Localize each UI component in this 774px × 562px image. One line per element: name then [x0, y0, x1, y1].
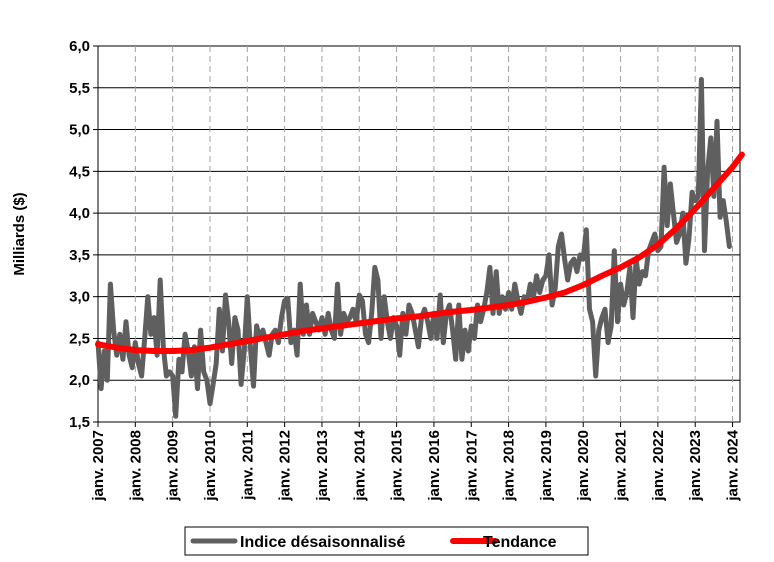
y-axis-ticks: 1,5 2,0 2,5 3,0 3,5 4,0 4,5 5,0 5,5 6,0: [69, 38, 98, 431]
x-tick-label: janv. 2013: [314, 430, 331, 502]
x-axis-ticks: janv. 2007 janv. 2008 janv. 2009 janv. 2010…: [90, 422, 742, 502]
x-tick-label: janv. 2023: [687, 430, 704, 502]
y-tick-label: 4,0: [69, 205, 90, 222]
legend-box: [184, 526, 589, 556]
x-tick-label: janv. 2015: [389, 430, 406, 502]
x-tick-label: janv. 2022: [650, 430, 667, 502]
vertical-gridlines: [134, 46, 734, 422]
y-tick-label: 1,5: [69, 414, 90, 431]
y-tick-label: 3,0: [69, 289, 90, 306]
x-tick-label: janv. 2011: [239, 430, 256, 501]
y-tick-label: 3,5: [69, 247, 90, 264]
x-tick-label: janv. 2017: [463, 430, 480, 502]
x-tick-label: janv. 2024: [725, 429, 742, 501]
x-tick-label: janv. 2014: [351, 429, 368, 501]
x-tick-label: janv. 2019: [538, 430, 555, 502]
series-line-tendance: [95, 151, 745, 354]
x-tick-label: janv. 2012: [277, 430, 294, 502]
y-tick-label: 4,5: [69, 163, 90, 180]
x-tick-label: janv. 2016: [426, 430, 443, 502]
series-line-indice: [95, 76, 732, 419]
series-layer: [95, 76, 745, 419]
x-tick-label: janv. 2021: [613, 430, 630, 502]
x-tick-label: janv. 2009: [165, 430, 182, 502]
legend-label-indice: Indice désaisonnalisé: [240, 534, 406, 551]
y-axis-label: Milliards ($): [11, 192, 28, 275]
y-tick-label: 2,5: [69, 330, 90, 347]
legend-label-tendance: Tendance: [483, 534, 557, 551]
x-tick-label: janv. 2010: [202, 430, 219, 502]
x-tick-label: janv. 2007: [90, 430, 107, 502]
y-tick-label: 2,0: [69, 372, 90, 389]
legend: Indice désaisonnalisé Tendance: [184, 526, 589, 556]
x-tick-label: janv. 2008: [127, 430, 144, 502]
y-tick-label: 5,0: [69, 122, 90, 139]
x-tick-label: janv. 2018: [501, 430, 518, 502]
y-tick-label: 5,5: [69, 80, 90, 97]
x-tick-label: janv. 2020: [575, 430, 592, 502]
y-tick-label: 6,0: [69, 38, 90, 55]
